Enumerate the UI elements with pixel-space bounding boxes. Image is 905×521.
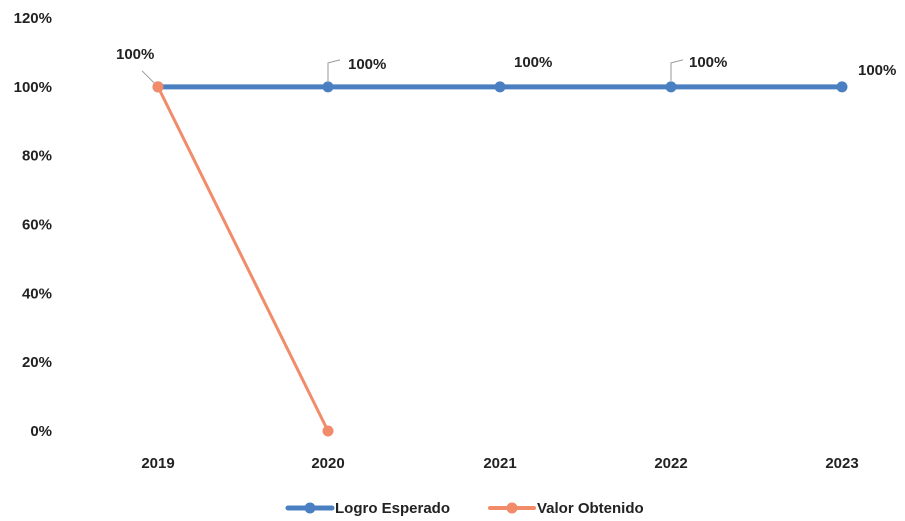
data-label: 100%: [858, 62, 896, 79]
series-lines: [152, 81, 848, 437]
y-tick-label: 0%: [30, 423, 52, 440]
data-point-valor-obtenido: [322, 425, 334, 437]
legend: Logro Esperado Valor Obtenido: [285, 500, 644, 517]
y-tick-label: 100%: [14, 79, 52, 96]
data-point-logro-esperado: [494, 81, 506, 93]
series-line-valor-obtenido: [156, 85, 330, 433]
data-label-leader: [141, 70, 155, 84]
legend-item-logro-esperado: Logro Esperado: [285, 500, 450, 517]
legend-swatch-marker: [506, 502, 518, 514]
data-label: 100%: [514, 54, 552, 71]
data-labels: 100% 100% 100% 100% 100%: [116, 46, 896, 79]
data-label-leader: [670, 59, 684, 81]
x-axis-tick-labels: 2019 2020 2021 2022 2023: [141, 455, 858, 472]
legend-item-valor-obtenido: Valor Obtenido: [488, 500, 644, 517]
x-tick-label: 2019: [141, 455, 174, 472]
x-tick-label: 2022: [654, 455, 687, 472]
y-axis-tick-labels: 0% 20% 40% 60% 80% 100% 120%: [14, 10, 52, 440]
x-tick-label: 2020: [311, 455, 344, 472]
data-point-logro-esperado: [836, 81, 848, 93]
y-tick-label: 40%: [22, 285, 52, 302]
x-tick-label: 2023: [825, 455, 858, 472]
y-tick-label: 60%: [22, 217, 52, 234]
x-tick-label: 2021: [483, 455, 516, 472]
data-point-logro-esperado: [665, 81, 677, 93]
data-point-logro-esperado: [322, 81, 334, 93]
legend-label: Logro Esperado: [335, 500, 450, 517]
data-label-leader: [327, 59, 341, 83]
data-label: 100%: [348, 56, 386, 73]
y-tick-label: 20%: [22, 354, 52, 371]
y-tick-label: 80%: [22, 148, 52, 165]
data-label: 100%: [689, 54, 727, 71]
legend-swatch-marker: [304, 502, 316, 514]
y-tick-label: 120%: [14, 10, 52, 27]
data-label: 100%: [116, 46, 154, 63]
legend-label: Valor Obtenido: [537, 500, 644, 517]
data-label-leader-lines: [141, 59, 684, 84]
data-point-valor-obtenido: [152, 81, 164, 93]
